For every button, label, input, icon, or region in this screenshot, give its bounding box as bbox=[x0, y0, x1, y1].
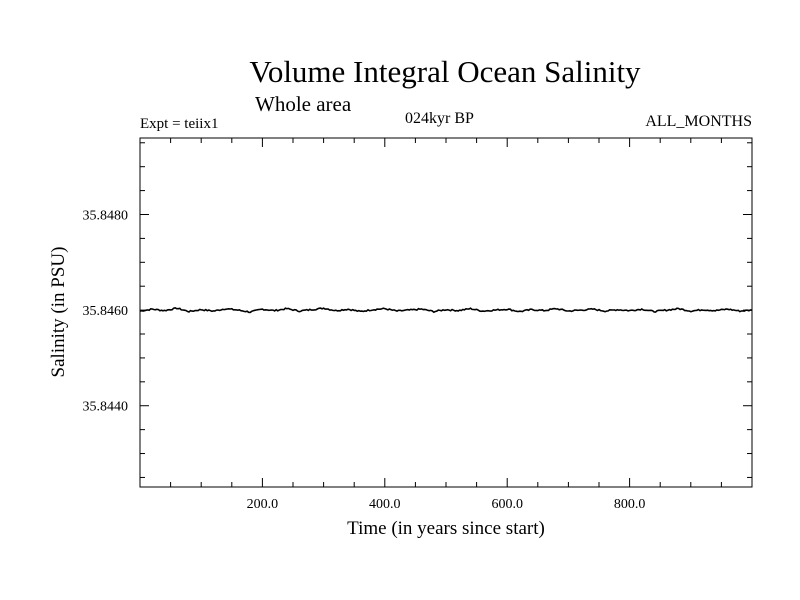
x-tick-label: 600.0 bbox=[491, 497, 523, 512]
series-group bbox=[139, 306, 753, 314]
period-label: 024kyr BP bbox=[405, 110, 474, 127]
axis-ticks bbox=[140, 138, 752, 487]
y-tick-label: 35.8480 bbox=[83, 208, 129, 223]
y-tick-label: 35.8460 bbox=[83, 304, 129, 319]
experiment-label: Expt = teiix1 bbox=[140, 116, 219, 132]
chart-title: Volume Integral Ocean Salinity bbox=[249, 54, 641, 89]
chart-subtitle: Whole area bbox=[255, 92, 352, 116]
tick-labels: 200.0 400.0 600.0 800.0 35.8440 35.8460 35.848… bbox=[83, 208, 646, 512]
series-line bbox=[139, 306, 753, 314]
y-tick-label: 35.8440 bbox=[83, 400, 129, 415]
plot-frame bbox=[139, 137, 753, 488]
x-tick-label: 200.0 bbox=[247, 497, 279, 512]
x-axis-label: Time (in years since start) bbox=[347, 518, 545, 539]
x-tick-label: 800.0 bbox=[614, 497, 646, 512]
x-tick-label: 400.0 bbox=[369, 497, 401, 512]
months-label: ALL_MONTHS bbox=[645, 113, 752, 130]
